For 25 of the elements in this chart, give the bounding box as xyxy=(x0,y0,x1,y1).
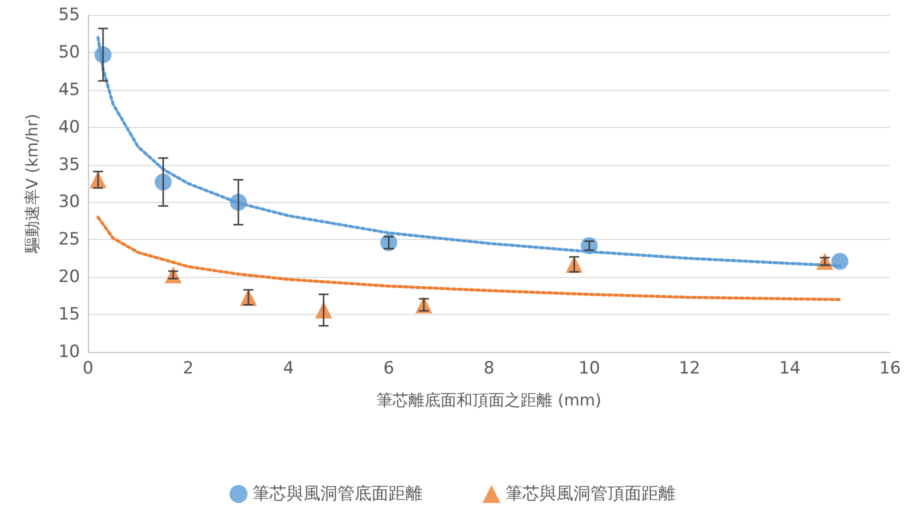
x-tick-label: 0 xyxy=(82,358,94,378)
y-tick-label: 20 xyxy=(58,267,80,288)
y-tick-label: 55 xyxy=(58,5,80,25)
y-tick-label: 40 xyxy=(58,117,80,138)
x-tick-label: 14 xyxy=(778,358,801,378)
legend-label: 筆芯與風洞管底面距離 xyxy=(252,484,422,504)
x-tick-label: 6 xyxy=(383,358,394,378)
legend-label: 筆芯與風洞管頂面距離 xyxy=(506,484,676,504)
x-tick-label: 16 xyxy=(879,358,901,378)
y-axis-title: 驅動速率V (km/hr) xyxy=(22,114,42,254)
y-tick-label: 15 xyxy=(58,304,80,325)
y-tick-label: 35 xyxy=(58,154,80,175)
y-tick-label: 25 xyxy=(58,230,80,250)
point xyxy=(831,252,848,270)
y-tick-label: 30 xyxy=(58,192,80,212)
x-tick-label: 8 xyxy=(484,358,494,378)
x-tick-label: 2 xyxy=(182,358,194,378)
y-tick-label: 45 xyxy=(58,80,80,100)
x-tick-label: 4 xyxy=(283,358,294,378)
y-tick-label: 10 xyxy=(58,342,80,362)
x-axis-title: 筆芯離底面和頂面之距離 (mm) xyxy=(376,390,602,410)
y-tick-label: 50 xyxy=(58,42,80,62)
x-tick-label: 12 xyxy=(678,358,700,378)
line-series xyxy=(96,216,842,302)
x-tick-label: 10 xyxy=(578,358,600,378)
